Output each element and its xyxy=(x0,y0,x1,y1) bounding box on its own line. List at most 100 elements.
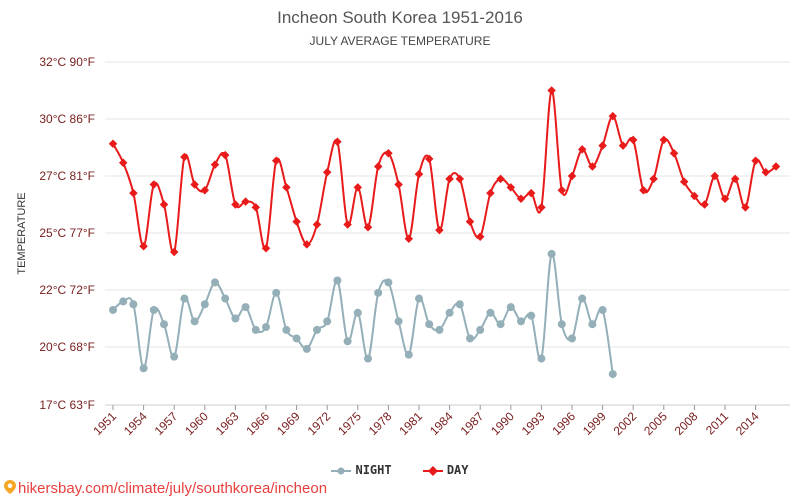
day-data-point[interactable] xyxy=(231,200,240,209)
day-data-point[interactable] xyxy=(241,197,250,206)
night-data-point[interactable] xyxy=(466,334,474,343)
day-data-point[interactable] xyxy=(190,180,199,189)
day-data-point[interactable] xyxy=(679,177,689,186)
day-data-point[interactable] xyxy=(373,162,383,171)
night-data-point[interactable] xyxy=(292,334,301,343)
night-data-point[interactable] xyxy=(272,288,281,297)
night-data-point[interactable] xyxy=(608,370,617,379)
night-data-point[interactable] xyxy=(353,308,362,317)
day-data-point[interactable] xyxy=(108,139,118,148)
night-data-point[interactable] xyxy=(496,320,505,329)
day-data-point[interactable] xyxy=(659,135,669,145)
night-data-point[interactable] xyxy=(384,278,393,287)
day-data-point[interactable] xyxy=(455,174,465,184)
day-data-point[interactable] xyxy=(394,180,403,189)
day-data-point[interactable] xyxy=(333,137,342,147)
day-data-point[interactable] xyxy=(445,174,454,184)
night-data-point[interactable] xyxy=(109,305,117,314)
day-data-point[interactable] xyxy=(618,141,628,150)
night-data-point[interactable] xyxy=(241,303,250,312)
legend-item-night[interactable]: NIGHT xyxy=(331,463,392,477)
day-data-point[interactable] xyxy=(496,174,505,184)
day-data-point[interactable] xyxy=(435,225,444,235)
day-data-point[interactable] xyxy=(363,223,373,232)
night-data-point[interactable] xyxy=(364,354,372,363)
night-data-point[interactable] xyxy=(221,294,230,303)
night-data-point[interactable] xyxy=(425,320,434,329)
source-link[interactable]: hikersbay.com/climate/july/southkorea/in… xyxy=(4,480,327,497)
night-data-point[interactable] xyxy=(598,305,607,314)
night-data-point[interactable] xyxy=(517,317,525,326)
night-data-point[interactable] xyxy=(445,308,454,317)
night-data-point[interactable] xyxy=(333,276,342,285)
day-data-point[interactable] xyxy=(139,242,148,251)
night-data-point[interactable] xyxy=(578,294,587,303)
night-data-point[interactable] xyxy=(313,325,321,334)
night-data-point[interactable] xyxy=(211,278,219,287)
day-data-point[interactable] xyxy=(169,247,179,257)
day-data-point[interactable] xyxy=(180,152,189,162)
night-data-point[interactable] xyxy=(129,300,138,309)
day-data-point[interactable] xyxy=(557,186,567,195)
night-data-point[interactable] xyxy=(170,352,179,361)
night-data-point[interactable] xyxy=(527,311,536,320)
night-data-point[interactable] xyxy=(435,325,444,334)
day-data-point[interactable] xyxy=(271,156,281,166)
night-data-point[interactable] xyxy=(343,337,352,346)
day-data-point[interactable] xyxy=(343,220,352,229)
night-data-point[interactable] xyxy=(190,317,199,326)
day-data-point[interactable] xyxy=(282,183,291,192)
night-data-point[interactable] xyxy=(547,249,556,258)
night-data-point[interactable] xyxy=(160,320,168,329)
night-data-point[interactable] xyxy=(139,364,148,373)
day-data-point[interactable] xyxy=(751,156,760,166)
day-data-point[interactable] xyxy=(159,200,169,209)
day-data-point[interactable] xyxy=(200,186,210,195)
night-data-point[interactable] xyxy=(323,317,332,326)
day-data-point[interactable] xyxy=(414,169,424,179)
day-data-point[interactable] xyxy=(302,240,312,249)
night-data-point[interactable] xyxy=(588,320,597,329)
day-data-point[interactable] xyxy=(475,232,485,242)
day-data-point[interactable] xyxy=(424,154,434,164)
day-data-point[interactable] xyxy=(118,158,128,167)
night-data-point[interactable] xyxy=(200,300,209,309)
day-data-point[interactable] xyxy=(220,150,230,160)
night-data-point[interactable] xyxy=(506,303,515,312)
night-data-point[interactable] xyxy=(302,344,311,353)
night-data-point[interactable] xyxy=(537,354,546,363)
night-data-point[interactable] xyxy=(476,325,485,334)
night-data-point[interactable] xyxy=(568,334,576,343)
night-data-point[interactable] xyxy=(486,308,495,317)
night-data-point[interactable] xyxy=(262,323,270,332)
day-data-point[interactable] xyxy=(700,200,709,209)
day-data-point[interactable] xyxy=(292,217,301,226)
day-data-point[interactable] xyxy=(210,160,220,169)
day-data-point[interactable] xyxy=(384,148,393,158)
night-data-point[interactable] xyxy=(374,288,383,297)
day-data-point[interactable] xyxy=(628,135,638,145)
night-data-point[interactable] xyxy=(557,320,566,329)
day-data-point[interactable] xyxy=(251,203,261,212)
day-data-point[interactable] xyxy=(526,188,536,198)
night-data-point[interactable] xyxy=(149,305,158,314)
day-data-point[interactable] xyxy=(547,86,556,95)
night-data-point[interactable] xyxy=(282,325,291,334)
day-data-point[interactable] xyxy=(149,180,159,189)
day-data-point[interactable] xyxy=(261,243,271,253)
day-data-point[interactable] xyxy=(598,141,607,150)
night-data-point[interactable] xyxy=(404,350,413,359)
day-data-point[interactable] xyxy=(669,148,679,158)
day-data-point[interactable] xyxy=(567,171,577,181)
night-data-point[interactable] xyxy=(119,297,128,306)
night-data-point[interactable] xyxy=(415,294,423,303)
legend-item-day[interactable]: DAY xyxy=(422,463,469,477)
night-data-point[interactable] xyxy=(394,317,403,326)
night-data-point[interactable] xyxy=(455,300,464,309)
night-data-point[interactable] xyxy=(231,314,240,323)
day-data-point[interactable] xyxy=(129,188,138,198)
day-data-point[interactable] xyxy=(312,220,322,229)
day-data-point[interactable] xyxy=(486,188,495,198)
night-data-point[interactable] xyxy=(180,294,189,303)
day-data-point[interactable] xyxy=(404,234,414,243)
